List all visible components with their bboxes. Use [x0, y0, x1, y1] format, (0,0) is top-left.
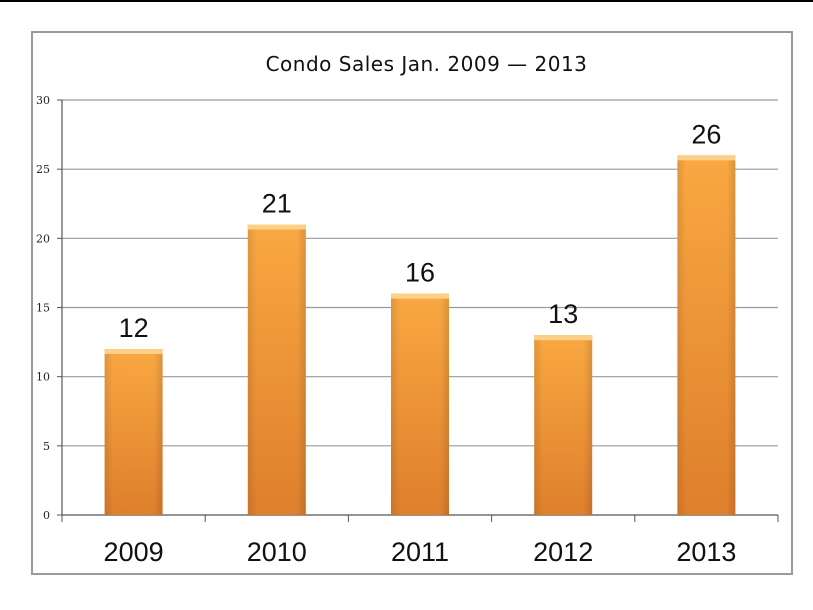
x-tick-label: 2010	[247, 537, 307, 567]
bar-2013	[677, 155, 736, 516]
bar-cap	[677, 155, 736, 161]
y-tick-label: 25	[36, 163, 50, 176]
y-tick-label: 5	[43, 440, 50, 453]
x-tick-label: 2011	[391, 537, 449, 567]
y-tick-label: 0	[43, 509, 50, 522]
bar-shade	[677, 155, 736, 516]
bar-shade	[104, 349, 163, 515]
x-tick-label: 2013	[676, 537, 736, 567]
x-tick-label: 2012	[533, 537, 593, 567]
bar-2009	[104, 349, 163, 515]
labels: 0 5 10 15 20 25 30 12 2009 21 2010 16 2011 13 2012 26 20…	[36, 94, 736, 567]
chart-title: Condo Sales Jan. 2009 — 2013	[265, 52, 588, 76]
bar-shade	[247, 224, 306, 515]
y-tick-label: 10	[36, 371, 50, 384]
bar-shade	[534, 335, 593, 515]
bar-cap	[104, 349, 163, 354]
x-tick-label: 2009	[104, 537, 164, 567]
data-label: 26	[691, 119, 721, 149]
data-label: 13	[548, 299, 578, 329]
data-label: 21	[262, 189, 292, 219]
data-label: 16	[405, 258, 435, 288]
data-label: 12	[119, 313, 149, 343]
bar-cap	[391, 293, 449, 299]
bars	[104, 155, 736, 516]
bar-shade	[391, 293, 449, 515]
y-tick-label: 30	[36, 94, 50, 107]
y-tick-label: 15	[36, 302, 50, 315]
top-rule	[0, 0, 813, 2]
bar-2011	[391, 293, 449, 515]
bar-cap	[247, 224, 306, 230]
bar-2012	[534, 335, 593, 515]
bar-2010	[247, 224, 306, 515]
bar-cap	[534, 335, 593, 341]
y-tick-label: 20	[36, 232, 50, 245]
